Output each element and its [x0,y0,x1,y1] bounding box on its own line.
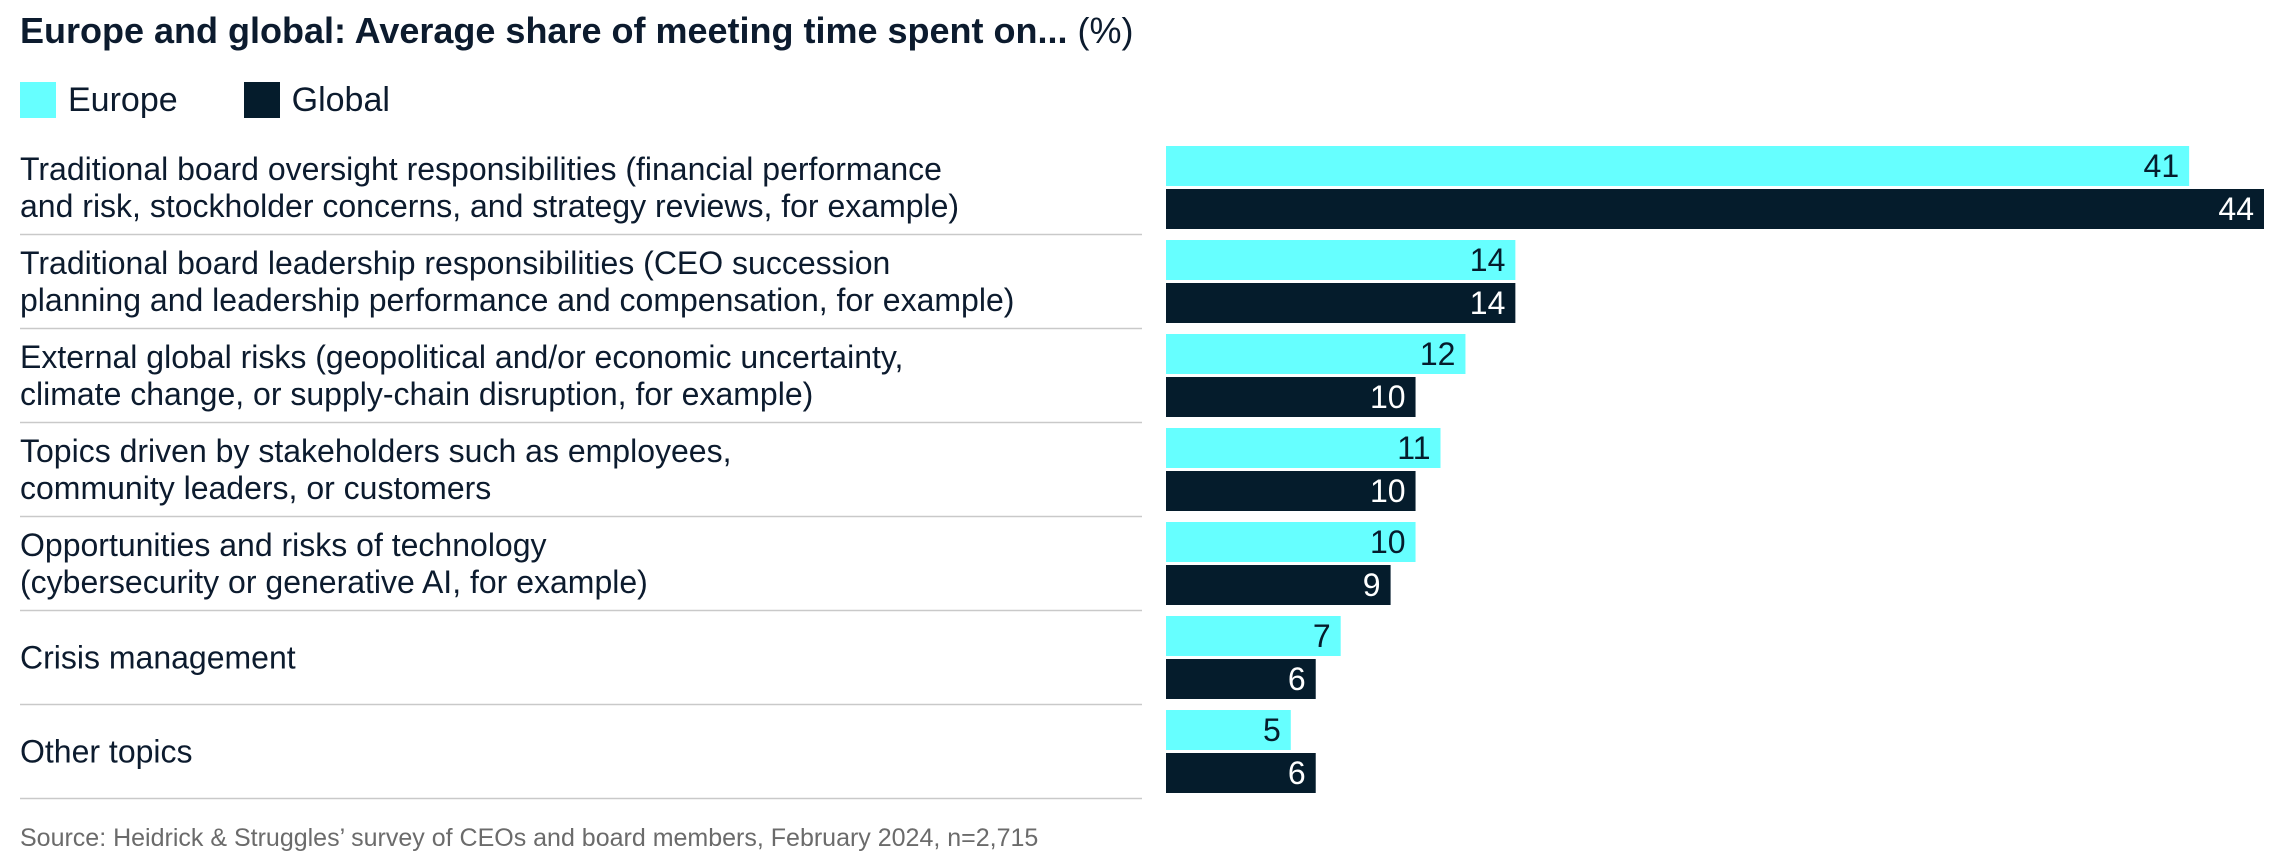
data-label-europe-2: 14 [1470,242,1506,278]
bar-europe-4 [1166,428,1441,468]
bar-europe-6 [1166,616,1341,656]
data-label-europe-7: 5 [1263,712,1281,748]
chart-title: Europe and global: Average share of meet… [20,10,1134,52]
data-label-europe-4: 11 [1397,430,1430,466]
legend-label-europe: Europe [68,80,178,119]
bar-global-3 [1166,377,1416,417]
legend-item-europe: Europe [20,81,178,120]
bar-global-5 [1166,565,1391,605]
bar-europe-2 [1166,240,1516,280]
data-label-global-1: 44 [2218,191,2254,227]
data-label-europe-3: 12 [1420,336,1456,372]
legend-swatch-europe [20,82,56,118]
bar-global-6 [1166,659,1316,699]
data-label-europe-6: 7 [1313,618,1331,654]
chart-title-text: Europe and global: Average share of meet… [20,10,1068,51]
data-label-europe-1: 41 [2144,148,2180,184]
category-label-6: Crisis management [20,640,296,676]
category-label-line: Topics driven by stakeholders such as em… [20,433,731,469]
data-label-global-3: 10 [1370,379,1406,415]
category-label-1: Traditional board oversight responsibili… [20,151,959,224]
data-label-global-7: 6 [1288,755,1306,791]
category-label-line: External global risks (geopolitical and/… [20,339,903,375]
legend: Europe Global [20,80,456,120]
bar-global-7 [1166,753,1316,793]
category-label-4: Topics driven by stakeholders such as em… [20,433,731,506]
bar-global-2 [1166,283,1516,323]
data-label-europe-5: 10 [1370,524,1406,560]
category-label-line: Crisis management [20,640,296,676]
chart-title-unit: (%) [1077,10,1134,51]
legend-label-global: Global [291,80,390,119]
bar-europe-1 [1166,146,2190,186]
category-label-line: (cybersecurity or generative AI, for exa… [20,564,648,600]
legend-item-global: Global [243,80,390,120]
data-label-global-6: 6 [1288,661,1306,697]
bar-europe-3 [1166,334,1466,374]
source-note: Source: Heidrick & Struggles’ survey of … [20,824,1039,852]
data-label-global-2: 14 [1470,285,1506,321]
category-label-3: External global risks (geopolitical and/… [20,339,903,412]
category-label-line: Opportunities and risks of technology [20,527,547,563]
bar-chart: Traditional board oversight responsibili… [20,146,2264,800]
category-label-line: and risk, stockholder concerns, and stra… [20,188,959,224]
legend-swatch-global [243,82,280,118]
category-label-line: planning and leadership performance and … [20,282,1014,318]
bar-europe-7 [1166,710,1291,750]
bar-global-4 [1166,471,1416,511]
category-label-line: Traditional board oversight responsibili… [20,151,942,187]
data-label-global-5: 9 [1363,567,1381,603]
category-label-5: Opportunities and risks of technology (cy… [20,527,648,600]
category-label-line: climate change, or supply-chain disrupti… [20,376,813,412]
bar-global-1 [1166,189,2264,229]
category-label-line: Traditional board leadership responsibil… [20,245,890,281]
bar-europe-5 [1166,522,1416,562]
category-label-line: community leaders, or customers [20,470,491,506]
category-label-7: Other topics [20,734,193,770]
category-label-2: Traditional board leadership responsibil… [20,245,1014,318]
data-label-global-4: 10 [1370,473,1406,509]
category-label-line: Other topics [20,734,193,770]
